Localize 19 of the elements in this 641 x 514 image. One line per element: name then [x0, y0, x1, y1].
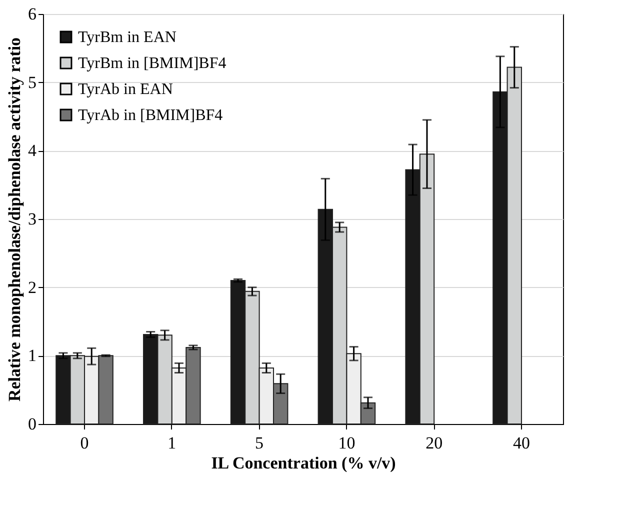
x-axis-title: IL Concentration (% v/v)	[211, 454, 396, 472]
x-tick-label: 5	[255, 434, 264, 452]
y-axis-title: Relative monophenolase/diphenolase activity ratio	[5, 37, 24, 402]
y-tick-label: 2	[28, 278, 36, 297]
x-tick-label: 40	[512, 434, 530, 452]
x-tick-label: 0	[80, 434, 89, 452]
x-tick-label: 1	[168, 434, 176, 452]
x-tick-label: 20	[426, 434, 443, 452]
y-tick-label: 6	[28, 4, 36, 24]
legend-label: TyrAb in [BMIM]BF4	[78, 107, 223, 124]
y-tick-label: 0	[28, 414, 36, 434]
x-tick-label: 10	[338, 434, 356, 452]
y-tick-label: 4	[28, 141, 37, 160]
legend-label: TyrBm in EAN	[78, 29, 177, 46]
y-tick-label: 1	[28, 346, 36, 366]
y-tick-label: 5	[28, 72, 36, 92]
legend-label: TyrBm in [BMIM]BF4	[78, 55, 226, 72]
legend-label: TyrAb in EAN	[78, 81, 174, 98]
y-tick-label: 3	[28, 210, 36, 228]
